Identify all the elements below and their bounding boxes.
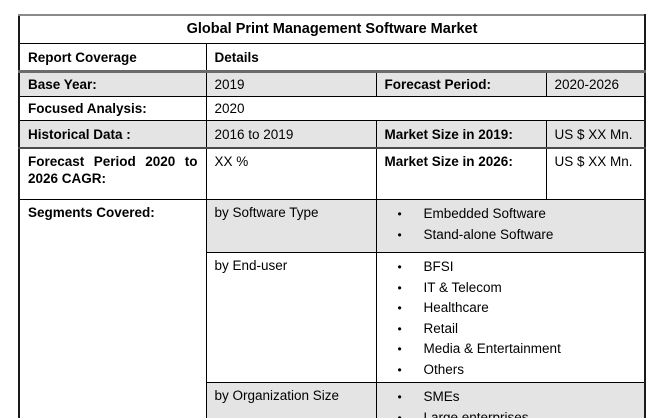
bullet-icon: •: [397, 227, 402, 242]
cagr-label: Forecast Period 2020 to 2026 CAGR:: [18, 147, 207, 200]
segment-software-type-row: Segments Covered: by Software Type • Embe…: [18, 199, 646, 418]
software-type-list: • Embedded Software • Stand-alone Software: [385, 204, 637, 245]
segment-end-user-row: by End-user • BFSI • IT & Telecom • Healthc…: [19, 252, 646, 383]
base-year-value: 2019: [205, 71, 377, 97]
list-item-label: IT & Telecom: [423, 279, 502, 295]
cagr-row: Forecast Period 2020 to 2026 CAGR: XX % …: [18, 147, 646, 200]
segment-group-organization-size: by Organization Size: [205, 382, 377, 418]
historical-data-row: Historical Data : 2016 to 2019 Market Si…: [18, 120, 646, 149]
segment-group-software-type: by Software Type: [205, 199, 377, 253]
organization-size-items-cell: • SMEs • Large enterprises: [375, 382, 646, 418]
list-item-label: SMEs: [423, 389, 460, 404]
table-title-row: Global Print Management Software Market: [18, 14, 646, 44]
list-item: • Large enterprises: [398, 408, 637, 418]
table-title: Global Print Management Software Market: [18, 14, 646, 44]
list-item-label: Healthcare: [423, 300, 489, 315]
header-report-coverage: Report Coverage: [18, 43, 207, 73]
list-item-label: Large enterprises: [423, 409, 529, 418]
list-item: • SMEs: [398, 387, 637, 408]
segment-group-end-user: by End-user: [205, 252, 377, 383]
focused-analysis-row: Focused Analysis: 2020: [18, 96, 646, 121]
market-size-2026-label: Market Size in 2026:: [375, 147, 547, 200]
bullet-icon: •: [397, 260, 402, 274]
list-item: • Media & Entertainment: [398, 339, 637, 360]
end-user-items-cell: • BFSI • IT & Telecom • Healthcare • Retail …: [375, 252, 646, 383]
header-details: Details: [205, 43, 646, 73]
cagr-value: XX %: [205, 147, 377, 200]
list-item: • BFSI: [398, 257, 637, 278]
list-item-label: Embedded Software: [423, 206, 546, 221]
historical-data-label: Historical Data :: [18, 120, 207, 149]
focused-analysis-value: 2020: [205, 96, 646, 121]
bullet-icon: •: [397, 280, 402, 295]
forecast-period-label: Forecast Period:: [375, 71, 547, 97]
list-item: • Others: [398, 360, 637, 381]
list-item: • Retail: [398, 319, 637, 340]
list-item: • Stand-alone Software: [398, 225, 637, 246]
end-user-list: • BFSI • IT & Telecom • Healthcare • Retail …: [385, 257, 637, 380]
list-item-label: Media & Entertainment: [423, 341, 561, 356]
bullet-icon: •: [397, 321, 402, 336]
base-year-row: Base Year: 2019 Forecast Period: 2020-20…: [18, 71, 646, 97]
market-report-table: Global Print Management Software Market …: [18, 14, 646, 418]
market-size-2026-value: US $ XX Mn.: [545, 147, 646, 200]
table-header-row: Report Coverage Details: [18, 43, 646, 73]
list-item: • IT & Telecom: [398, 278, 637, 299]
market-size-2019-label: Market Size in 2019:: [375, 120, 547, 149]
list-item-label: Retail: [423, 320, 459, 336]
bullet-icon: •: [397, 301, 402, 315]
bullet-icon: •: [397, 342, 402, 356]
software-type-items-cell: • Embedded Software • Stand-alone Software: [375, 199, 646, 253]
bullet-icon: •: [397, 410, 402, 418]
segments-covered-label: Segments Covered:: [18, 199, 207, 418]
base-year-label: Base Year:: [18, 71, 207, 97]
market-size-2019-value: US $ XX Mn.: [545, 120, 646, 149]
bullet-icon: •: [397, 390, 402, 404]
focused-analysis-label: Focused Analysis:: [18, 96, 207, 121]
historical-data-value: 2016 to 2019: [205, 120, 377, 149]
list-item: • Embedded Software: [398, 204, 637, 225]
list-item: • Healthcare: [398, 298, 637, 319]
list-item-label: Others: [423, 361, 465, 377]
bullet-icon: •: [397, 362, 402, 377]
list-item-label: BFSI: [423, 259, 454, 274]
forecast-period-value: 2020-2026: [545, 71, 646, 97]
list-item-label: Stand-alone Software: [423, 226, 554, 242]
bullet-icon: •: [397, 207, 402, 221]
organization-size-list: • SMEs • Large enterprises: [385, 387, 637, 418]
